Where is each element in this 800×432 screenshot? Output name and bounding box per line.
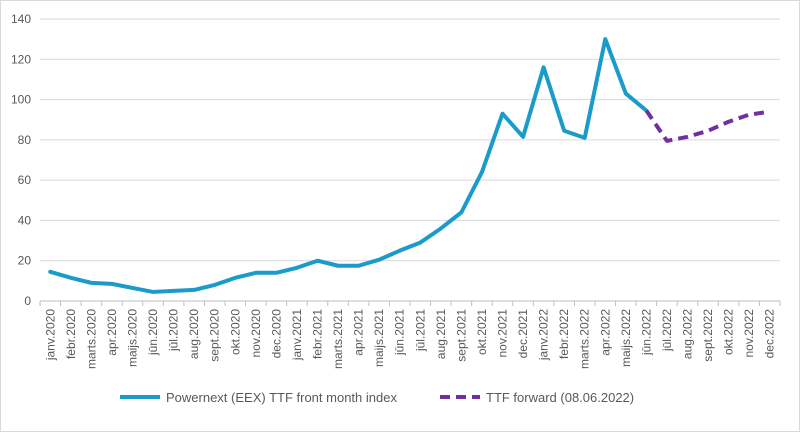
x-tick-label: jūl.2022	[660, 309, 674, 352]
x-tick-label: sept.2020	[208, 309, 222, 362]
x-tick-label: jūn.2022	[639, 309, 653, 356]
x-tick-label: nov.2021	[496, 309, 510, 358]
y-tick-label: 0	[24, 294, 31, 308]
x-tick-label: jūn.2020	[146, 309, 160, 356]
x-tick-label: dec.2020	[269, 309, 283, 359]
legend-label: Powernext (EEX) TTF front month index	[166, 390, 397, 405]
x-tick-label: aug.2022	[681, 309, 695, 359]
x-tick-label: maijs.2020	[126, 309, 140, 367]
x-tick-label: jūn.2021	[393, 309, 407, 356]
x-tick-label: febr.2020	[64, 309, 78, 359]
y-tick-label: 60	[18, 173, 32, 187]
y-axis-ticks: 0 20 40 60 80 100 120 140	[11, 12, 31, 308]
x-tick-label: sept.2022	[701, 309, 715, 362]
x-tick-label: okt.2022	[722, 309, 736, 355]
y-tick-label: 100	[11, 93, 31, 107]
x-tick-label: dec.2021	[516, 309, 530, 359]
x-tick-label: apr.2020	[105, 309, 119, 356]
x-axis-ticks: janv.2020 febr.2020 marts.2020 apr.2020 maij…	[43, 309, 776, 369]
x-tick-label: marts.2021	[331, 309, 345, 369]
series-line-0	[48, 37, 649, 294]
legend-label: TTF forward (08.06.2022)	[486, 390, 634, 405]
y-tick-label: 20	[18, 254, 32, 268]
x-tick-label: janv.2020	[43, 309, 57, 361]
y-tick-label: 40	[18, 213, 32, 227]
x-tick-label: aug.2021	[434, 309, 448, 359]
x-tick-label: maijs.2021	[372, 309, 386, 367]
x-tick-label: nov.2020	[249, 309, 263, 358]
x-tick-label: okt.2021	[475, 309, 489, 355]
x-tick-label: aug.2020	[187, 309, 201, 359]
x-tick-label: janv.2022	[537, 309, 551, 361]
series-lines	[48, 37, 771, 294]
x-tick-label: okt.2020	[228, 309, 242, 355]
x-tick-label: apr.2022	[598, 309, 612, 356]
x-tick-label: jūl.2021	[413, 309, 427, 352]
x-tick-label: marts.2022	[578, 309, 592, 369]
x-tick-label: nov.2022	[742, 309, 756, 358]
x-tick-label: febr.2021	[311, 309, 325, 359]
x-tick-label: jūl.2020	[167, 309, 181, 352]
x-axis	[39, 300, 781, 306]
x-tick-label: sept.2021	[454, 309, 468, 362]
legend: Powernext (EEX) TTF front month index TTF…	[120, 390, 634, 405]
x-tick-label: febr.2022	[557, 309, 571, 359]
y-tick-label: 80	[18, 133, 32, 147]
x-tick-label: janv.2021	[290, 309, 304, 361]
series-line-1	[644, 109, 771, 143]
x-tick-label: dec.2022	[763, 309, 777, 359]
x-tick-label: apr.2021	[352, 309, 366, 356]
y-tick-label: 140	[11, 12, 31, 26]
x-tick-label: maijs.2022	[619, 309, 633, 367]
x-tick-label: marts.2020	[84, 309, 98, 369]
y-tick-label: 120	[11, 52, 31, 66]
gridlines	[40, 18, 780, 262]
